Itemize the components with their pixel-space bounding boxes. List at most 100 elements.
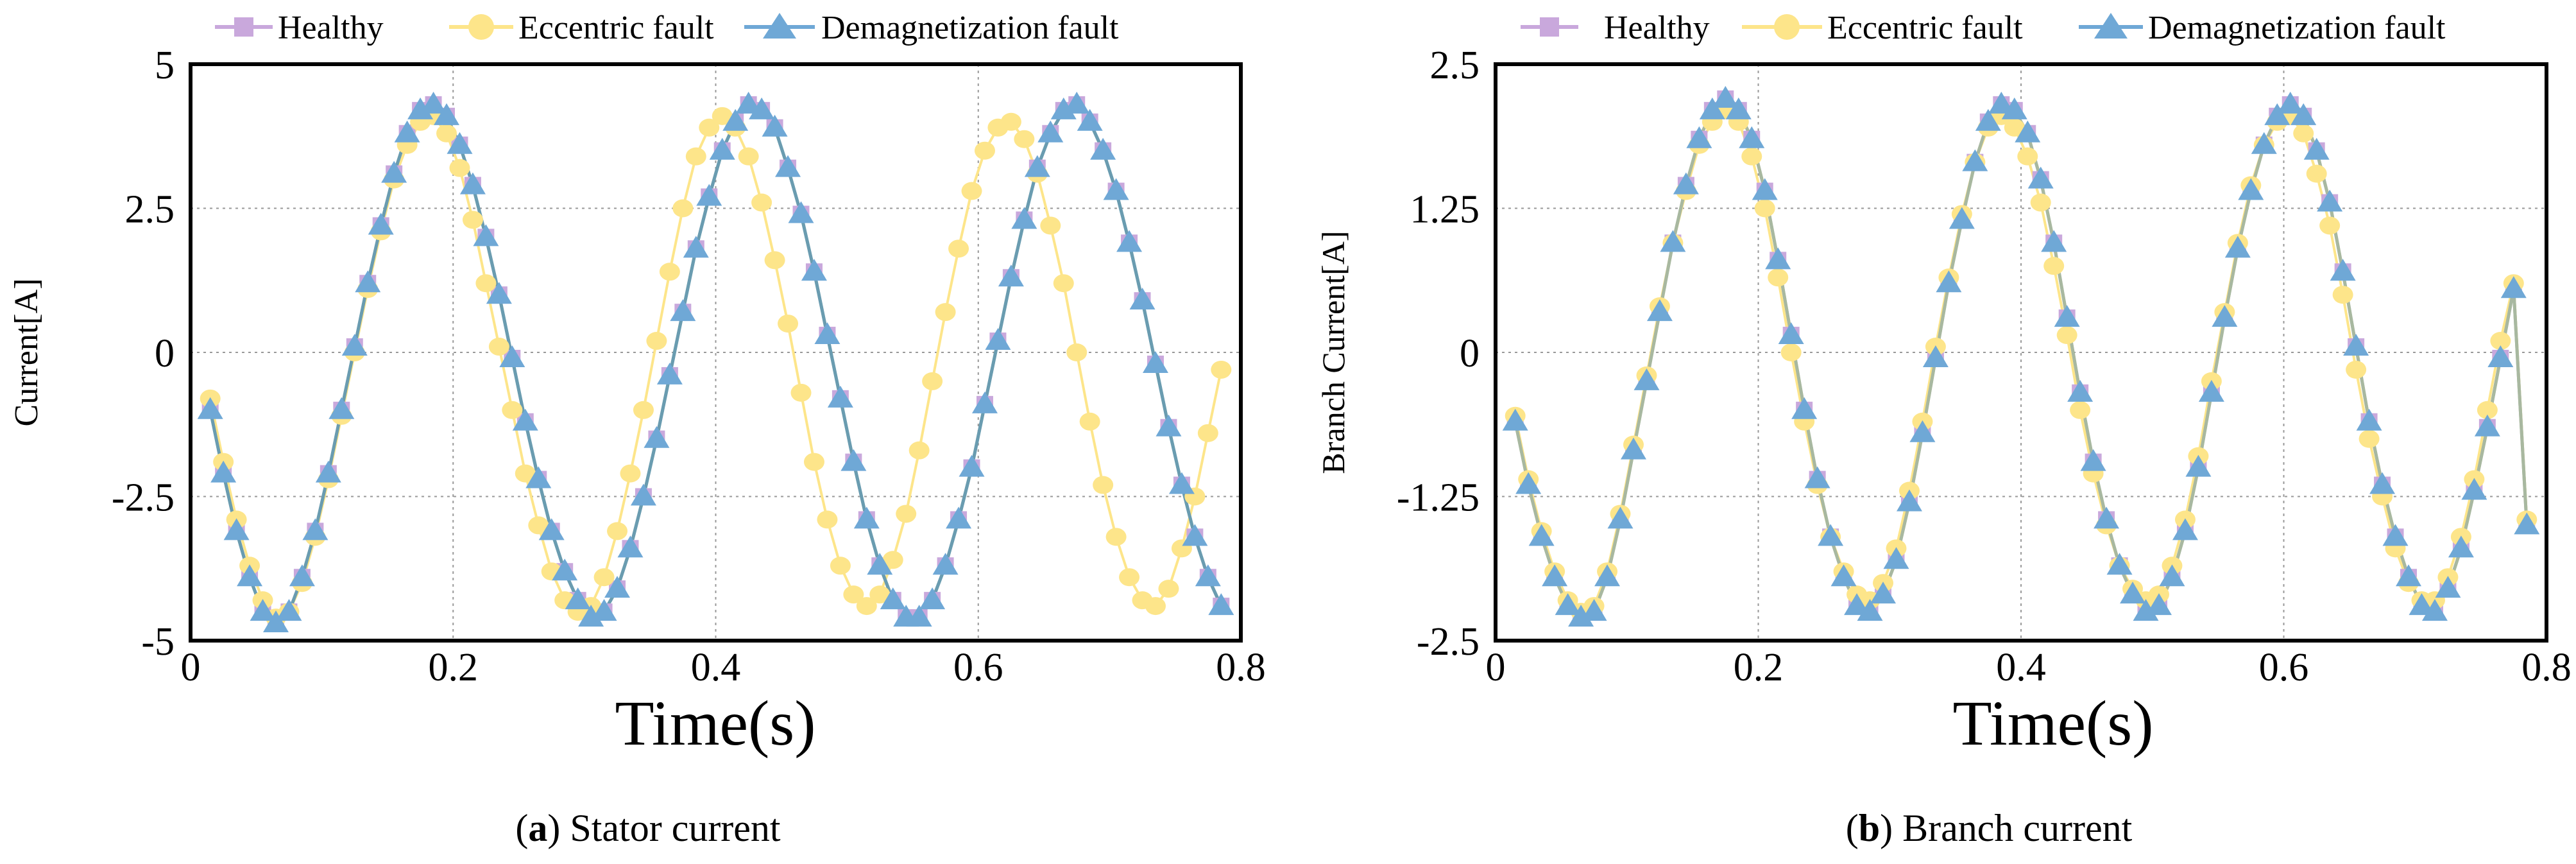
panel-a-stator-current: Healthy Eccentric fault Demagnetization … [8, 10, 1266, 849]
legend-b-eccentric-label: Eccentric fault [1827, 10, 2023, 46]
point-eccentric [843, 585, 864, 604]
point-eccentric [502, 401, 523, 419]
point-demagnetization [1037, 120, 1064, 143]
x-tick-label: 0.2 [429, 646, 479, 689]
point-demagnetization [1090, 137, 1116, 160]
x-tick-label: 0.6 [953, 646, 1003, 689]
point-demagnetization [1050, 97, 1077, 119]
point-demagnetization [814, 322, 840, 345]
point-eccentric [1197, 424, 1218, 442]
point-demagnetization [434, 103, 460, 125]
y-ticks-b: -2.5 -1.25 0 1.25 2.5 [1397, 44, 1480, 664]
point-eccentric [633, 401, 654, 419]
point-demagnetization [1182, 524, 1208, 546]
point-demagnetization [670, 299, 696, 322]
point-demagnetization [1844, 593, 1870, 616]
point-demagnetization [1988, 91, 2015, 114]
legend-a-healthy-label: Healthy [278, 10, 384, 46]
point-demagnetization [591, 599, 617, 621]
legend-b-healthy-marker [1540, 17, 1559, 37]
point-demagnetization [1568, 605, 1594, 627]
point-demagnetization [2120, 582, 2146, 604]
y-tick-label: -1.25 [1397, 476, 1480, 520]
point-eccentric [2293, 124, 2314, 143]
point-demagnetization [2317, 189, 2343, 212]
point-demagnetization [656, 362, 683, 384]
legend-b-demag-label: Demagnetization fault [2148, 10, 2446, 46]
point-demagnetization [1778, 322, 1804, 345]
point-demagnetization [749, 97, 775, 119]
point-demagnetization [971, 391, 998, 413]
point-demagnetization [565, 587, 591, 610]
markers-b [1502, 85, 2540, 627]
x-tick-label: 0.8 [1216, 646, 1266, 689]
point-eccentric [882, 551, 903, 569]
point-demagnetization [578, 605, 604, 627]
point-eccentric [2043, 257, 2065, 275]
point-eccentric [922, 372, 943, 390]
legend-a-eccentric-marker [468, 14, 494, 40]
x-tick-label: 0.4 [1996, 646, 2046, 689]
y-ticks-a: -5 -2.5 0 2.5 5 [112, 44, 175, 664]
panel-b-branch-current: Healthy Eccentric fault Demagnetization … [1315, 10, 2572, 849]
point-demagnetization [276, 599, 302, 621]
point-demagnetization [1909, 420, 1936, 442]
legend-a-demag-marker [763, 13, 796, 39]
caption-a-text: Stator current [560, 807, 781, 849]
point-demagnetization [2369, 472, 2396, 494]
point-eccentric [961, 182, 982, 200]
point-demagnetization [2330, 259, 2356, 281]
point-demagnetization [1804, 466, 1830, 488]
point-demagnetization [2251, 132, 2277, 154]
point-demagnetization [2461, 478, 2487, 500]
point-eccentric [475, 274, 497, 293]
point-demagnetization [985, 328, 1011, 350]
point-demagnetization [210, 460, 237, 483]
x-tick-label: 0.2 [1734, 646, 1784, 689]
point-eccentric [2004, 118, 2025, 137]
point-demagnetization [1765, 247, 1791, 270]
point-demagnetization [2198, 379, 2224, 402]
x-axis-title-a: Time(s) [615, 687, 815, 759]
point-demagnetization [1896, 489, 1922, 512]
caption-a: (a) Stator current [515, 807, 781, 849]
point-eccentric [607, 522, 628, 540]
point-eccentric [2477, 401, 2498, 419]
point-demagnetization [2133, 599, 2159, 621]
point-demagnetization [2001, 97, 2027, 119]
point-demagnetization [1660, 230, 1686, 252]
point-demagnetization [2054, 305, 2080, 327]
point-eccentric [974, 141, 995, 160]
markers-a [197, 91, 1234, 633]
point-demagnetization [289, 564, 315, 587]
point-demagnetization [2080, 449, 2106, 471]
point-eccentric [1066, 343, 1088, 361]
point-demagnetization [250, 599, 276, 621]
point-demagnetization [1949, 207, 1975, 229]
point-eccentric [803, 453, 824, 471]
point-demagnetization [538, 518, 565, 540]
point-demagnetization [2421, 599, 2448, 621]
point-demagnetization [1699, 97, 1725, 119]
point-demagnetization [946, 506, 972, 529]
markers-demagnetization-fault [197, 91, 1234, 633]
caption-b: (b) Branch current [1846, 807, 2133, 849]
point-eccentric [1780, 343, 1802, 361]
point-demagnetization [1620, 437, 1646, 460]
point-demagnetization [1581, 599, 1607, 621]
point-demagnetization [486, 282, 512, 304]
y-tick-label: 2.5 [1430, 44, 1480, 87]
point-demagnetization [1962, 149, 1988, 171]
point-eccentric [1145, 597, 1166, 616]
point-eccentric [1158, 580, 1179, 598]
legend-b: Healthy Eccentric fault Demagnetization … [1521, 10, 2446, 46]
point-demagnetization [1528, 524, 1555, 546]
point-eccentric [462, 211, 483, 229]
series-line-demagnetization-fault [209, 103, 1223, 625]
point-eccentric [896, 505, 917, 523]
point-demagnetization [1725, 97, 1752, 119]
legend-b-healthy-label: Healthy [1604, 10, 1710, 46]
y-tick-label: -2.5 [112, 476, 175, 520]
point-demagnetization [932, 553, 959, 575]
